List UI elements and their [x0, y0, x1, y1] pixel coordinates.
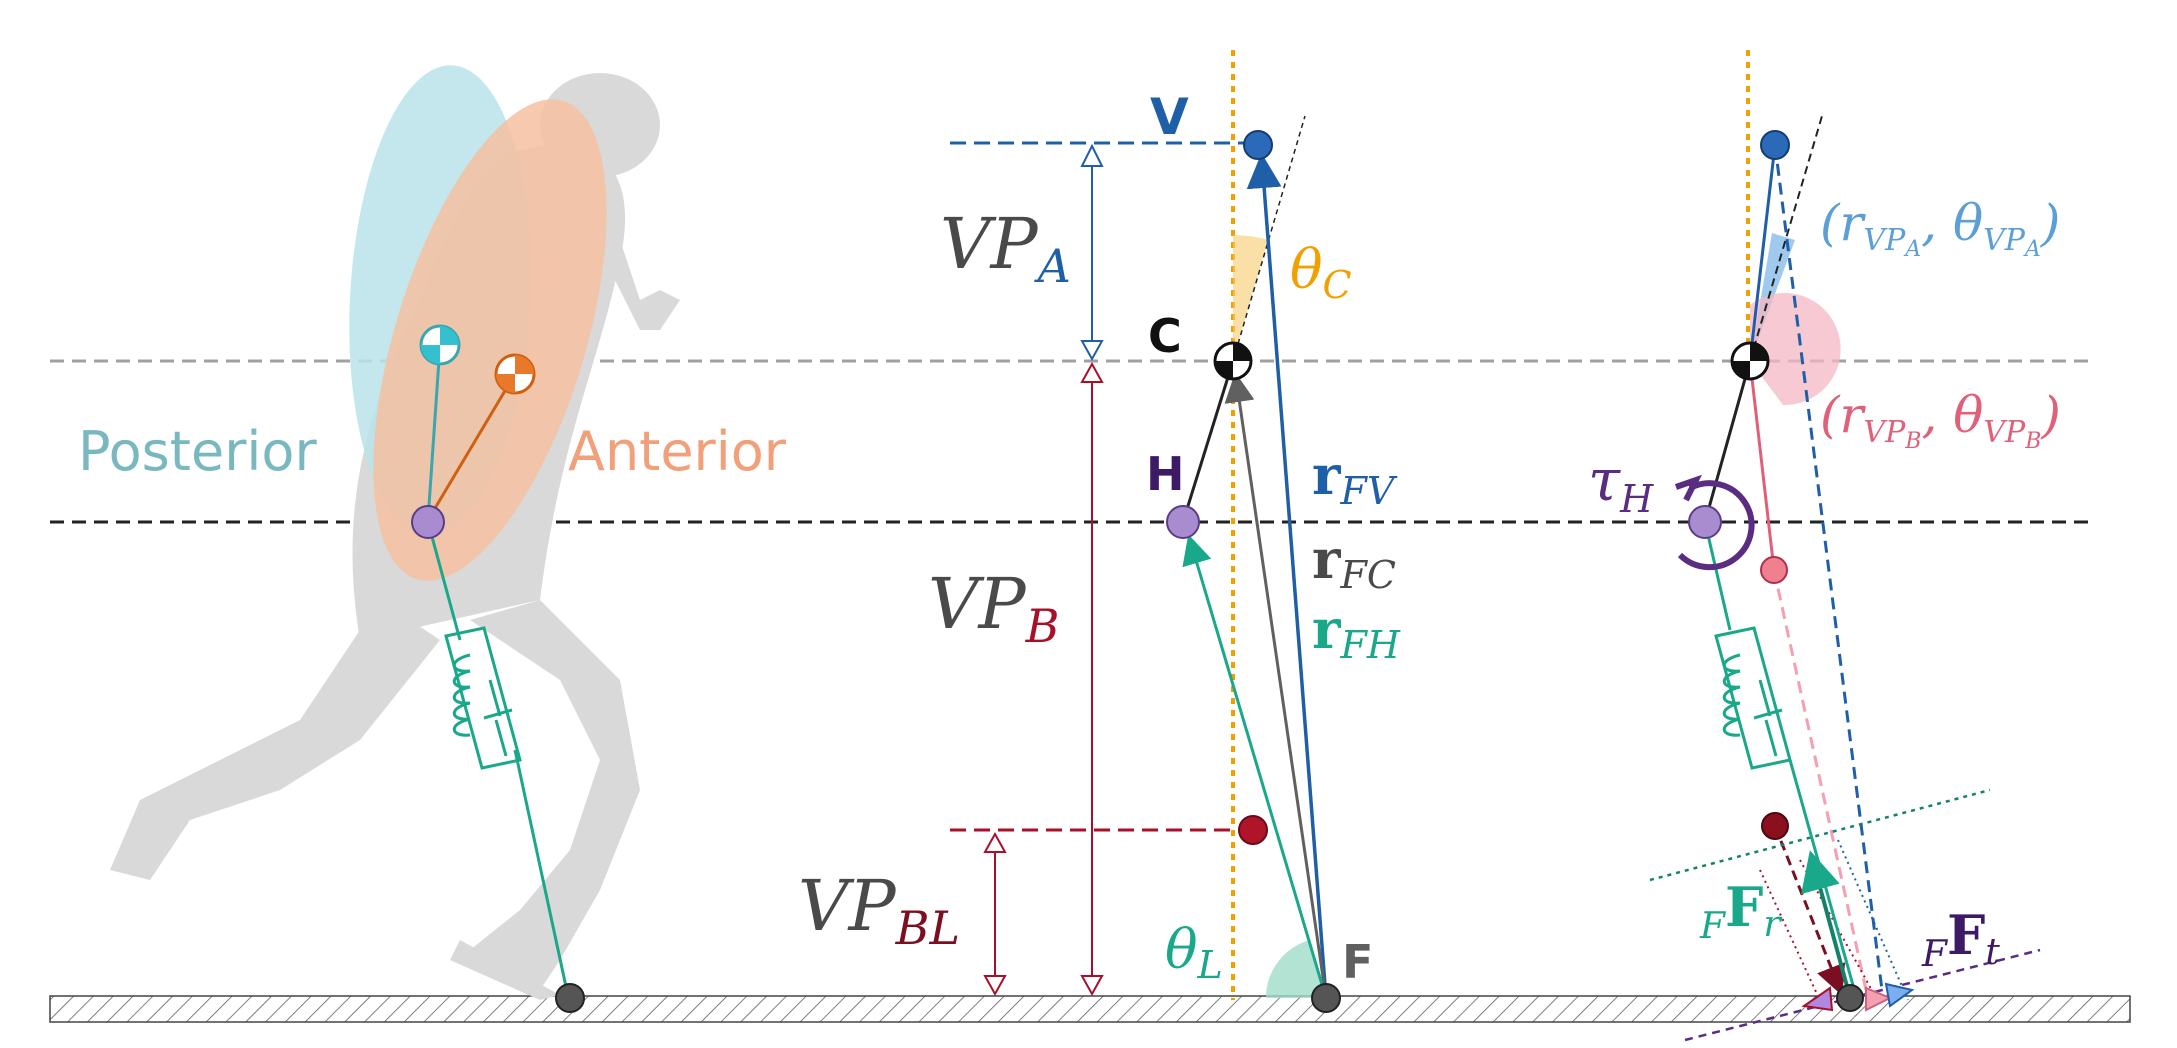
tau-h-label: τH: [1588, 446, 1654, 521]
posterior-label: Posterior: [78, 420, 317, 483]
theta-l-label: θL: [1165, 918, 1223, 987]
trunk-segment-middle: [1181, 360, 1235, 523]
com-point-middle: [1213, 341, 1253, 381]
com-point-right: [1730, 341, 1770, 381]
tau-h-arc: [1675, 474, 1755, 571]
v-label: V: [1150, 88, 1189, 146]
rfv-vector: [1246, 153, 1328, 999]
vpbl-projection: [1773, 825, 1846, 996]
ground: [49, 995, 2131, 1023]
anterior-com-marker: [494, 353, 536, 395]
vpbl-point: [1238, 815, 1268, 845]
vpa-link-right: [1748, 144, 1777, 362]
rfh-vector: [1182, 534, 1328, 999]
foot-point-right: [1836, 984, 1864, 1012]
c-label: C: [1148, 309, 1182, 363]
posterior-trunk-link: [426, 344, 442, 521]
trunk-segment-right: [1703, 360, 1752, 523]
rfc-vector: [1224, 372, 1328, 999]
force-arrowhead-blue: [1884, 982, 1915, 1008]
hip-point-right: [1688, 505, 1722, 539]
vpa-point-right: [1760, 130, 1790, 160]
theta-l-wedge: [1265, 940, 1326, 998]
vpa-dimension: [1080, 143, 1104, 362]
vpa-projection: [1773, 144, 1884, 991]
anterior-trunk-link: [426, 373, 517, 521]
force-arrowhead-purple: [1801, 986, 1834, 1012]
foot-contact-left: [555, 983, 585, 1013]
vpb-dimension: [1080, 361, 1104, 997]
vpb-coord-label: (rVPB, θVPB): [1820, 386, 2061, 454]
foot-point-middle: [1311, 983, 1341, 1013]
trunk-extension-right: [1749, 115, 1823, 362]
vpbl-dimension: [983, 831, 1007, 997]
rfc-label: rFC: [1312, 527, 1396, 597]
hip-joint-left: [411, 505, 445, 539]
vpb-projection: [1772, 569, 1868, 991]
vpbl-label: VPBL: [798, 865, 960, 955]
anterior-label: Anterior: [568, 420, 787, 483]
dotted-guide-3: [1837, 839, 1909, 1001]
force-arrowhead-pink: [1865, 986, 1893, 1012]
leg-spring-left: [426, 521, 570, 997]
posterior-com-marker: [419, 324, 461, 366]
v-point: [1243, 130, 1273, 160]
tangential-force-label: FFt: [1921, 903, 2000, 975]
radial-force-arrow: [1801, 850, 1850, 991]
vpb-angle-wedge: [1750, 293, 1841, 406]
vpb-point-right: [1760, 556, 1788, 584]
vpb-label: VPB: [928, 563, 1059, 653]
dotted-guide-1: [1799, 859, 1881, 1006]
rfv-label: rFV: [1312, 443, 1398, 513]
dotted-guide-2: [1759, 869, 1823, 1006]
hip-point-middle: [1166, 505, 1200, 539]
vpa-coord-label: (rVPA, θVPA): [1820, 194, 2060, 262]
theta-c-label: θC: [1290, 238, 1352, 307]
vpa-label: VPA: [940, 203, 1071, 293]
f-label: F: [1342, 935, 1373, 989]
rfh-label: rFH: [1312, 597, 1401, 667]
radial-force-label: FFr: [1699, 875, 1782, 947]
h-label: H: [1146, 447, 1185, 501]
vpbl-point-right: [1761, 812, 1789, 840]
vpb-link-right: [1748, 360, 1776, 571]
theta-c-wedge: [1233, 235, 1268, 361]
